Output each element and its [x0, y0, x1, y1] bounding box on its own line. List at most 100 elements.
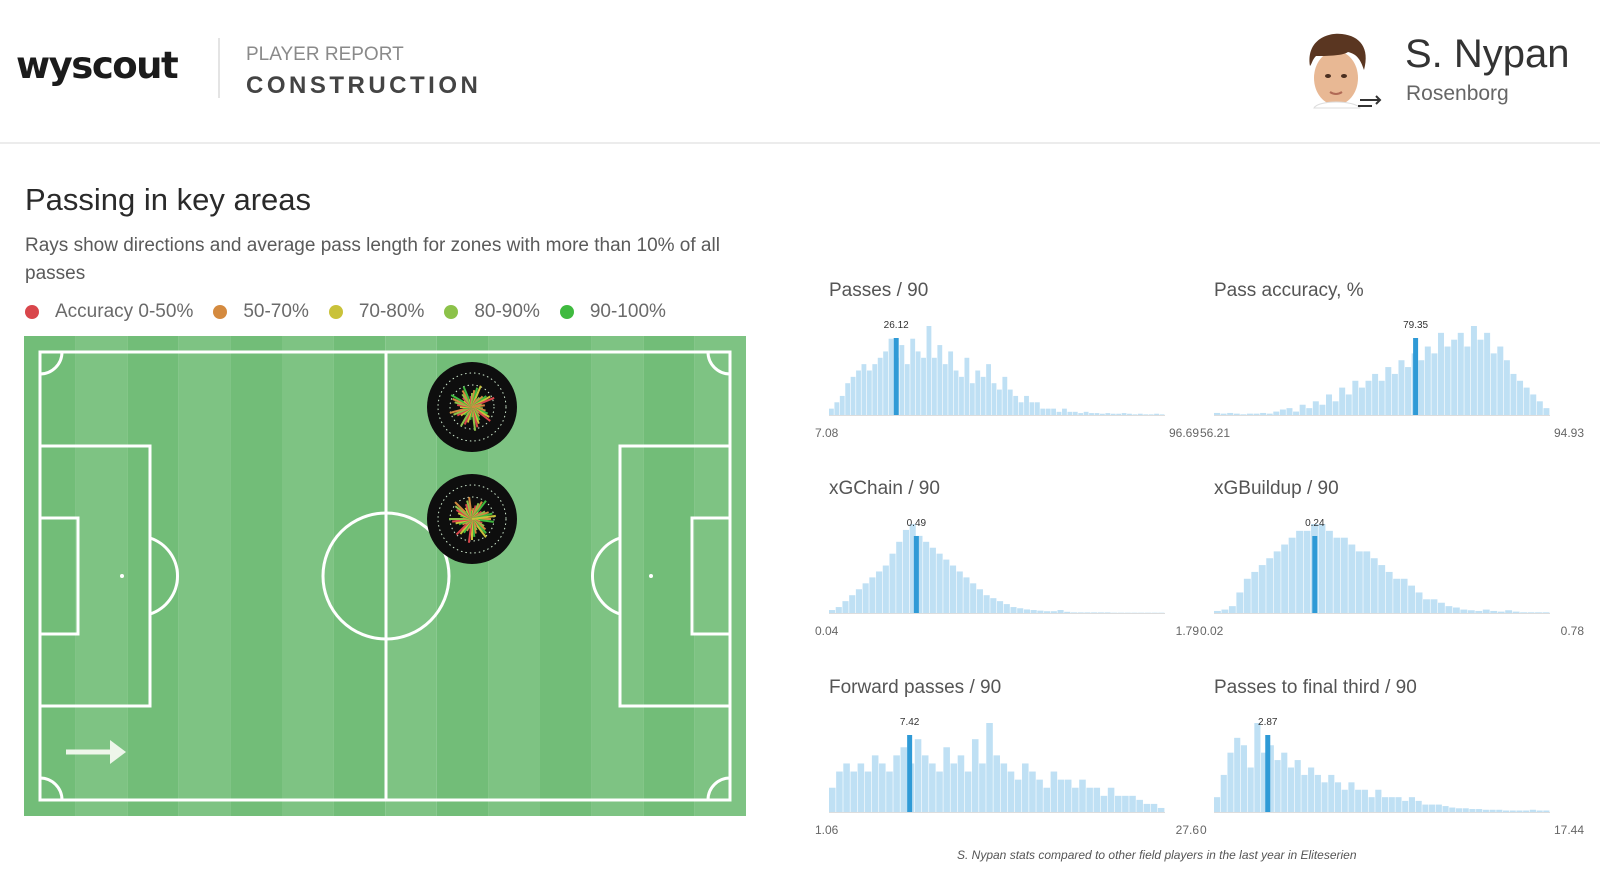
axis-min-label: 56.21 — [1200, 426, 1231, 440]
histogram-bar — [936, 553, 943, 613]
histogram-bar — [1490, 353, 1497, 415]
player-name: S. Nypan — [1405, 32, 1570, 76]
histogram-bar — [1355, 551, 1363, 613]
axis-max-label: 27.6 — [1175, 823, 1199, 837]
histogram-bar — [1220, 413, 1227, 415]
player-value-bar — [893, 338, 899, 415]
histogram-bar — [910, 338, 916, 415]
histogram-bar — [1034, 402, 1040, 415]
histogram-bar — [1542, 612, 1550, 613]
histogram-bar — [893, 755, 900, 812]
histogram-bar — [871, 755, 879, 812]
legend-label: 70-80% — [358, 301, 425, 322]
chart-title: xGChain / 90 — [829, 478, 940, 499]
histogram-bar — [956, 571, 963, 613]
histogram-bar — [975, 370, 981, 415]
histogram-bar — [866, 370, 872, 415]
histogram-bar — [1333, 537, 1341, 613]
histogram-bar — [1227, 412, 1234, 415]
histogram-bar — [1267, 745, 1274, 812]
histogram-bar — [1361, 789, 1368, 812]
histogram-bar — [1395, 797, 1402, 812]
histogram-bar — [936, 771, 943, 812]
histogram-bar — [909, 524, 916, 613]
histogram-bar — [1523, 387, 1530, 415]
axis-min-label: 7.08 — [815, 426, 839, 440]
histogram-bar — [1536, 401, 1543, 415]
histogram-bar — [1261, 752, 1268, 812]
histogram-bar — [1430, 599, 1438, 613]
histogram-bar — [1455, 808, 1463, 812]
histogram-bar — [1517, 380, 1524, 415]
histogram-bar — [963, 577, 970, 613]
histogram-bar — [872, 364, 878, 415]
histogram-bar — [882, 565, 889, 613]
histogram-bar — [1418, 360, 1425, 415]
chart-title: Forward passes / 90 — [829, 677, 1002, 698]
histogram-bar — [980, 376, 986, 415]
axis-min-label: 1.06 — [815, 823, 839, 837]
accuracy-legend: Accuracy 0-50% 50-70% 70-80% 80-90% 90-1… — [25, 300, 686, 324]
histogram-bar — [1079, 779, 1086, 812]
histogram-bar — [1370, 558, 1378, 613]
histogram-bar — [976, 589, 983, 613]
histogram-bar — [1056, 411, 1062, 415]
legend-label: 80-90% — [474, 301, 540, 322]
histogram-bar — [1050, 771, 1058, 812]
histogram-bar — [1482, 609, 1490, 613]
histogram-bar — [1293, 411, 1300, 415]
histogram: 0.24 — [1214, 518, 1550, 614]
histogram-bar — [1530, 394, 1537, 415]
histogram-bar — [937, 345, 943, 415]
histogram-bar — [902, 529, 910, 613]
histogram-bar — [1253, 413, 1260, 415]
histogram-bar — [943, 559, 950, 613]
histogram-bar — [1452, 607, 1460, 613]
histogram-bar — [1132, 414, 1138, 415]
histogram-bar — [1341, 789, 1348, 812]
legend-item: Accuracy 0-50% — [25, 301, 193, 323]
legend-item: 80-90% — [444, 301, 540, 323]
chart-passes: Passes / 90 26.12 7.08 96.69 — [815, 280, 1199, 450]
histogram: 2.87 — [1214, 717, 1550, 813]
histogram-bar — [1273, 411, 1280, 415]
report-kicker: PLAYER REPORT — [246, 44, 404, 65]
histogram-bar — [835, 607, 842, 613]
legend-label: 90-100% — [589, 301, 666, 322]
histogram-bar — [1449, 807, 1456, 812]
histogram-bar — [1484, 332, 1491, 415]
histogram-bar — [1355, 789, 1362, 812]
player-value-label: 2.87 — [1258, 717, 1278, 728]
histogram-bar — [1476, 809, 1483, 812]
section-description: Rays show directions and average pass le… — [25, 235, 720, 284]
histogram-bar — [1036, 779, 1043, 812]
histogram-bar — [1294, 760, 1301, 812]
histogram-bar — [1536, 810, 1543, 812]
histogram-bar — [1281, 544, 1289, 613]
pitch-stripe — [75, 336, 128, 816]
histogram-bar — [1391, 373, 1398, 415]
histogram-bar — [1444, 346, 1451, 415]
histogram-bar — [1372, 373, 1379, 415]
histogram-bar — [1100, 795, 1108, 812]
chart-title: Passes / 90 — [829, 280, 929, 301]
histogram-bar — [1062, 408, 1067, 415]
histogram-bar — [1306, 408, 1313, 415]
histogram-bar — [1236, 592, 1244, 613]
histogram-bar — [1464, 346, 1471, 415]
histogram-bar — [1460, 609, 1468, 613]
histogram-bar — [857, 763, 865, 812]
histogram-bar — [1214, 412, 1220, 415]
histogram-bar — [1247, 767, 1254, 812]
histogram-bar — [889, 553, 896, 613]
histogram-bar — [993, 755, 1000, 812]
histogram-bar — [1402, 800, 1409, 812]
histogram-bar — [1084, 612, 1091, 613]
histogram-bar — [969, 383, 975, 415]
histogram-bar — [1516, 810, 1523, 812]
histogram-bar — [1057, 610, 1064, 613]
pitch-stripe — [333, 336, 386, 816]
histogram-bar — [1091, 612, 1098, 613]
histogram-bar — [1089, 413, 1094, 415]
histogram-bar — [1246, 413, 1253, 415]
